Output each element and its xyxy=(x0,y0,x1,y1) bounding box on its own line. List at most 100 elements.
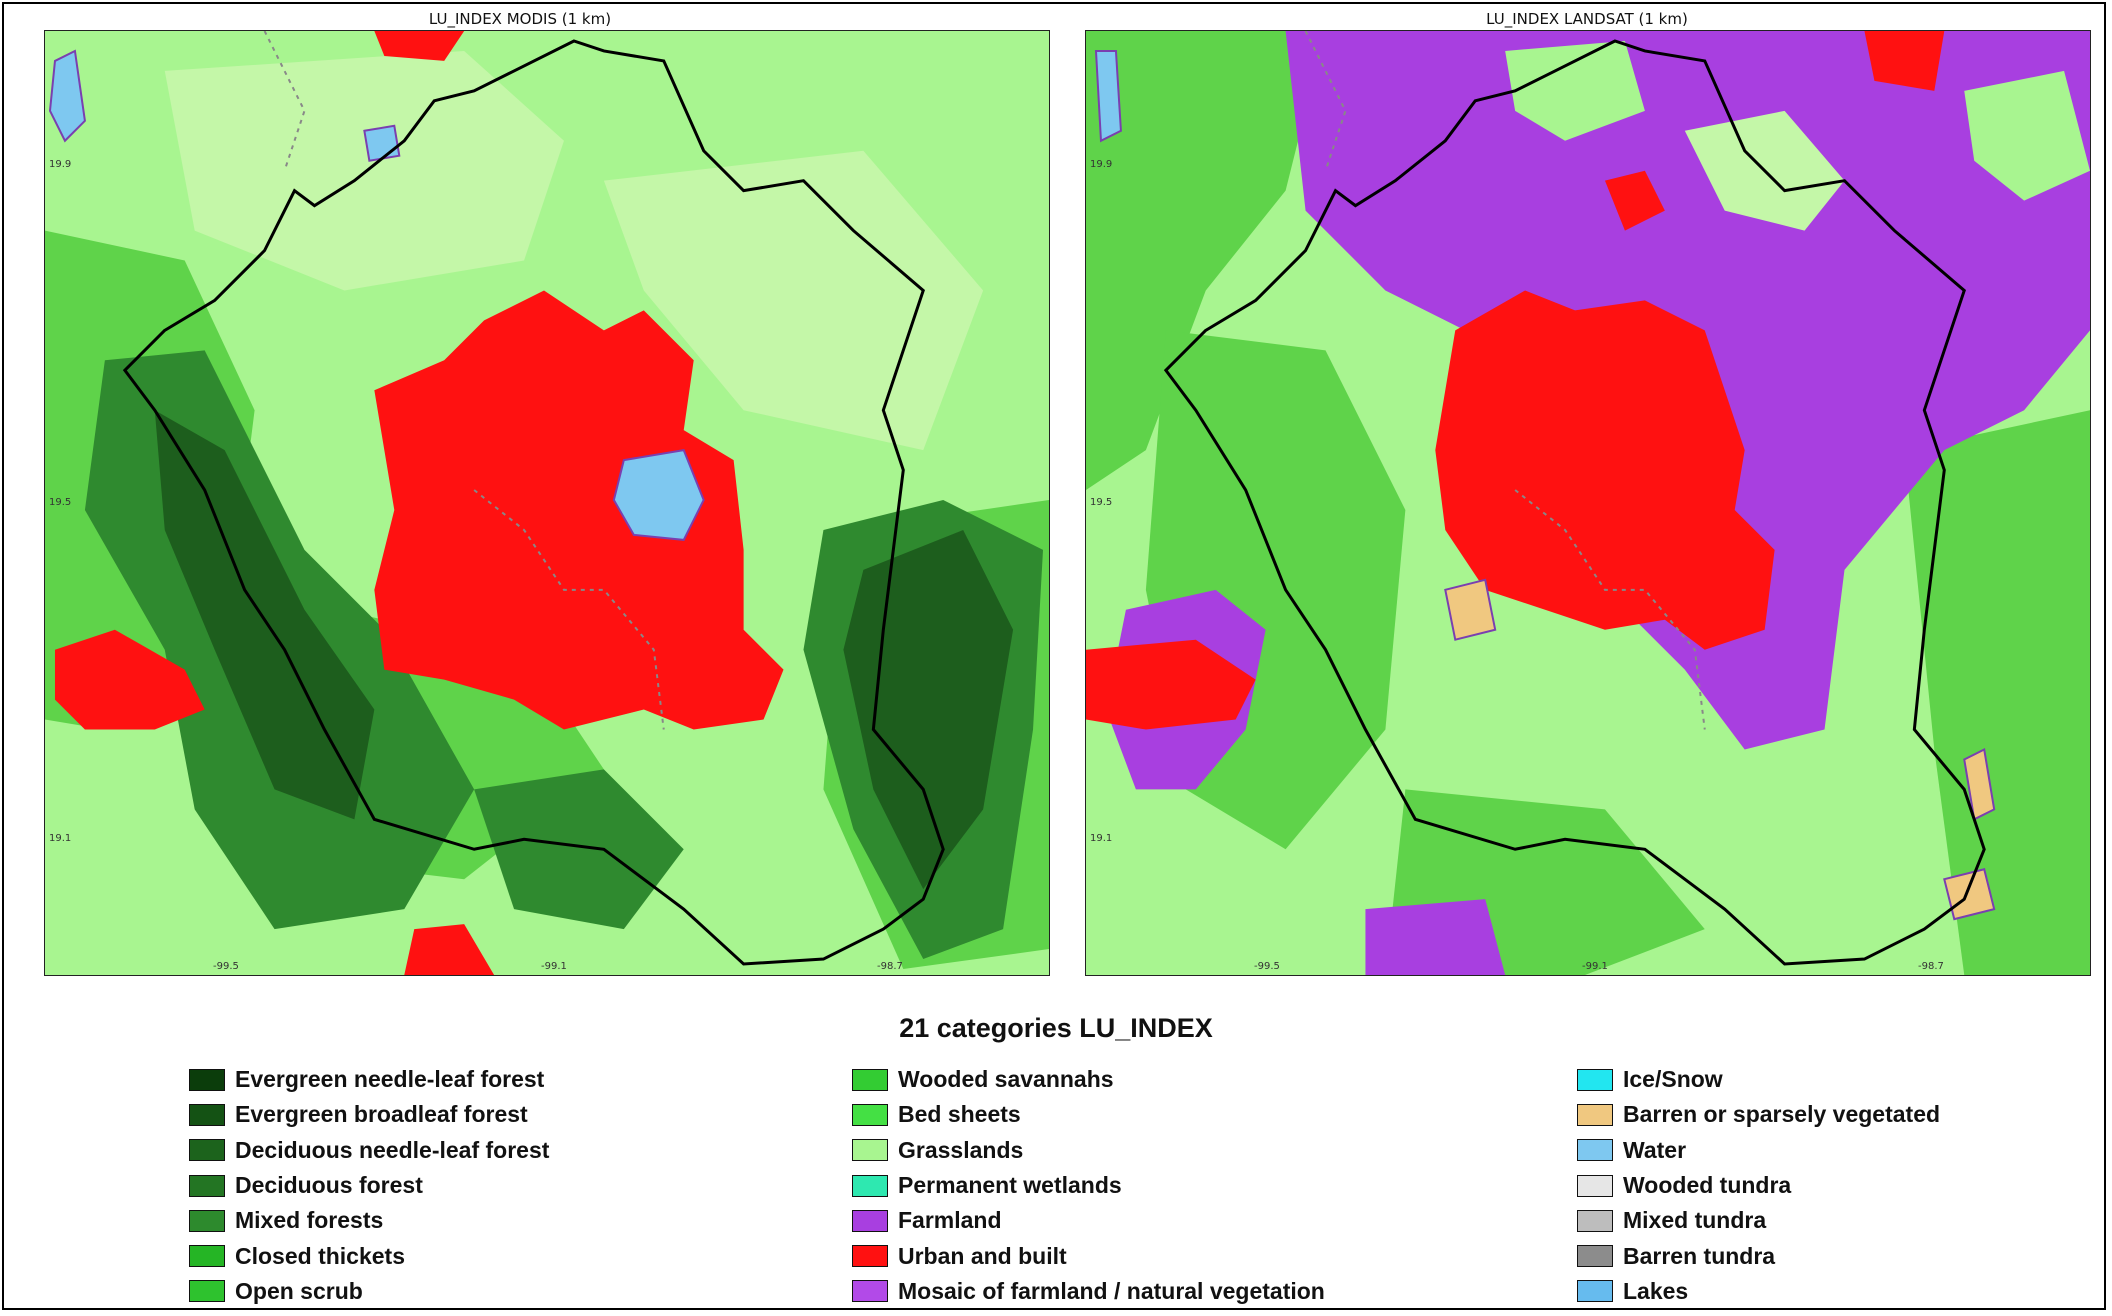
legend-item: Bed sheets xyxy=(852,1097,1325,1132)
legend-label: Permanent wetlands xyxy=(898,1172,1122,1199)
legend-label: Urban and built xyxy=(898,1242,1067,1269)
legend-item: Wooded tundra xyxy=(1577,1168,1940,1203)
y-tick-label: 19.5 xyxy=(49,497,72,508)
map-title-landsat: LU_INDEX LANDSAT (1 km) xyxy=(1486,10,1688,28)
legend-swatch xyxy=(189,1209,225,1232)
legend-swatch xyxy=(1577,1139,1613,1162)
legend-label: Wooded tundra xyxy=(1623,1172,1792,1199)
legend-label: Ice/Snow xyxy=(1623,1066,1723,1093)
legend-swatch xyxy=(852,1245,888,1268)
legend-item: Deciduous needle-leaf forest xyxy=(189,1133,549,1168)
y-tick-label: 19.9 xyxy=(49,159,72,170)
map-title-modis: LU_INDEX MODIS (1 km) xyxy=(428,10,612,28)
legend-swatch xyxy=(189,1139,225,1162)
legend-item: Water xyxy=(1577,1133,1940,1168)
grassland-patch xyxy=(1505,40,1645,141)
legend-label: Mosaic of farmland / natural vegetation xyxy=(898,1277,1325,1304)
barren-area xyxy=(1963,747,1996,821)
legend-swatch xyxy=(1577,1068,1613,1091)
legend-label: Grasslands xyxy=(898,1136,1024,1163)
x-tick-label: -99.5 xyxy=(1254,961,1280,972)
urban-area xyxy=(374,31,465,61)
lake xyxy=(363,124,401,162)
x-tick-label: -98.7 xyxy=(1918,961,1944,972)
legend-swatch xyxy=(189,1245,225,1268)
legend-column: Wooded savannahs Bed sheets Grasslands Perm… xyxy=(852,1062,1325,1309)
y-tick-label: 19.1 xyxy=(49,833,72,844)
legend-item: Open scrub xyxy=(189,1274,549,1309)
lake xyxy=(612,448,705,541)
legend-label: Mixed tundra xyxy=(1623,1207,1767,1234)
map-modis: 19.9 19.5 19.1 -99.5 -99.1 -98.7 xyxy=(44,30,1050,976)
legend-item: Closed thickets xyxy=(189,1238,549,1273)
legend-swatch xyxy=(189,1280,225,1303)
legend-swatch xyxy=(1577,1103,1613,1126)
legend-swatch xyxy=(189,1174,225,1197)
legend-label: Lakes xyxy=(1623,1277,1689,1304)
state-line xyxy=(473,489,665,730)
legend-swatch xyxy=(852,1068,888,1091)
urban-area xyxy=(374,290,784,730)
legend-label: Bed sheets xyxy=(898,1101,1021,1128)
legend-item: Permanent wetlands xyxy=(852,1168,1325,1203)
legend-column: Ice/Snow Barren or sparsely vegetated Wate… xyxy=(1577,1062,1940,1309)
urban-area xyxy=(1604,170,1665,231)
legend-swatch xyxy=(852,1139,888,1162)
state-line xyxy=(1304,31,1347,172)
legend-swatch xyxy=(189,1068,225,1091)
lake xyxy=(1094,49,1122,143)
legend-item: Mixed tundra xyxy=(1577,1203,1940,1238)
legend-label: Barren or sparsely vegetated xyxy=(1623,1101,1941,1128)
x-tick-label: -99.1 xyxy=(541,961,567,972)
legend-item: Urban and built xyxy=(852,1238,1325,1273)
x-tick-label: -99.5 xyxy=(213,961,239,972)
map-modis-svg xyxy=(45,31,1049,975)
legend-swatch xyxy=(1577,1245,1613,1268)
legend-column: Evergreen needle-leaf forest Evergreen br… xyxy=(189,1062,549,1309)
legend-item: Mosaic of farmland / natural vegetation xyxy=(852,1274,1325,1309)
barren-area xyxy=(1943,868,1996,921)
legend-label: Farmland xyxy=(898,1207,1002,1234)
legend-label: Wooded savannahs xyxy=(898,1066,1114,1093)
legend-label: Evergreen broadleaf forest xyxy=(235,1101,528,1128)
legend-item: Mixed forests xyxy=(189,1203,549,1238)
urban-area xyxy=(54,629,205,730)
legend-label: Evergreen needle-leaf forest xyxy=(235,1066,545,1093)
region-boundary xyxy=(122,39,945,966)
legend-item: Deciduous forest xyxy=(189,1168,549,1203)
legend-label: Barren tundra xyxy=(1623,1242,1776,1269)
legend-swatch xyxy=(1577,1174,1613,1197)
legend-label: Closed thickets xyxy=(235,1242,405,1269)
map-landsat-svg xyxy=(1086,31,2090,975)
y-tick-label: 19.1 xyxy=(1090,833,1113,844)
cropland-area xyxy=(1086,31,1326,491)
legend-label: Deciduous forest xyxy=(235,1172,423,1199)
legend-item: Ice/Snow xyxy=(1577,1062,1940,1097)
legend-item: Evergreen broadleaf forest xyxy=(189,1097,549,1132)
state-line xyxy=(263,31,306,172)
urban-area xyxy=(1435,290,1775,650)
cropland-area xyxy=(1904,410,2090,975)
legend-item: Barren or sparsely vegetated xyxy=(1577,1097,1940,1132)
legend-label: Mixed forests xyxy=(235,1207,384,1234)
legend-item: Farmland xyxy=(852,1203,1325,1238)
legend-swatch xyxy=(852,1174,888,1197)
legend-swatch xyxy=(852,1103,888,1126)
x-tick-label: -99.1 xyxy=(1582,961,1608,972)
legend-title: 21 categories LU_INDEX xyxy=(899,1013,1213,1043)
farmland-area xyxy=(1365,899,1506,975)
legend-item: Grasslands xyxy=(852,1133,1325,1168)
legend-swatch xyxy=(1577,1280,1613,1303)
urban-area xyxy=(1864,31,1945,91)
legend-label: Deciduous needle-leaf forest xyxy=(235,1136,550,1163)
barren-area xyxy=(1444,578,1497,641)
legend-item: Wooded savannahs xyxy=(852,1062,1325,1097)
y-tick-label: 19.5 xyxy=(1090,497,1113,508)
state-line xyxy=(1514,489,1706,730)
legend-label: Open scrub xyxy=(235,1277,363,1304)
lake xyxy=(48,49,86,143)
map-landsat: 19.9 19.5 19.1 -99.5 -99.1 -98.7 xyxy=(1085,30,2091,976)
legend-item: Barren tundra xyxy=(1577,1238,1940,1273)
forest-band xyxy=(474,769,684,930)
legend-swatch xyxy=(189,1103,225,1126)
